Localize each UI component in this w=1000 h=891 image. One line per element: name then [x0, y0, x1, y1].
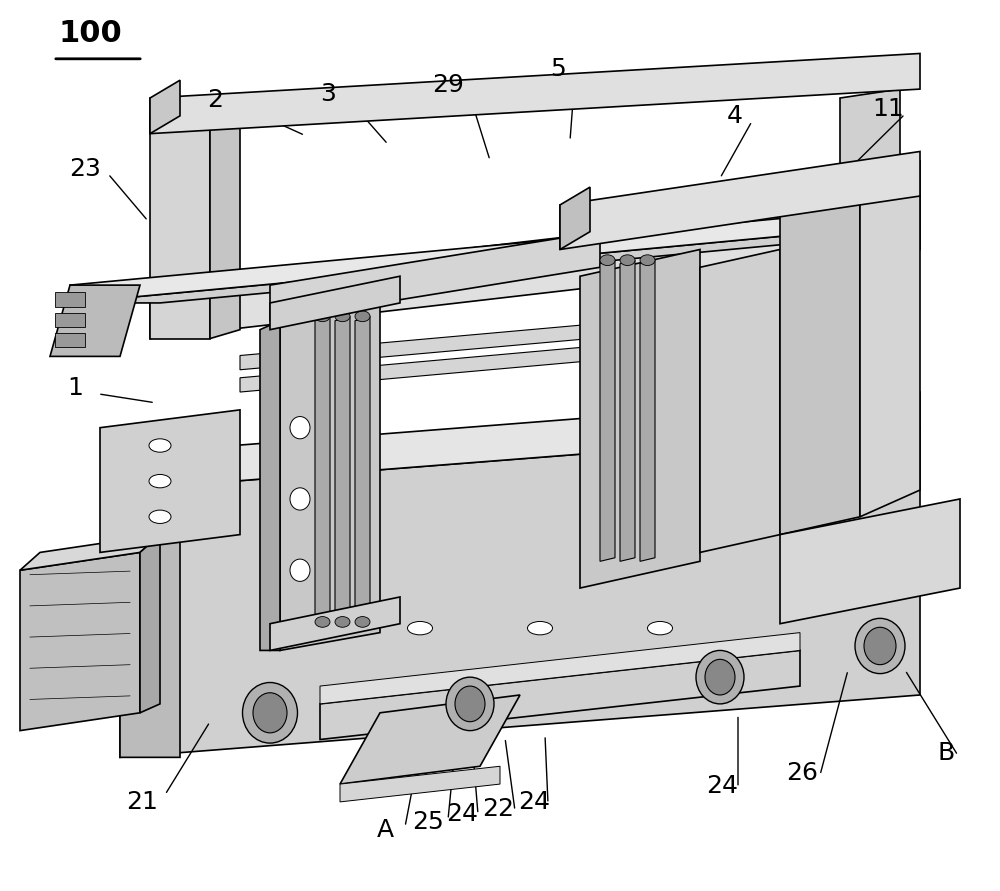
Polygon shape: [270, 276, 400, 330]
Polygon shape: [50, 285, 140, 356]
Polygon shape: [20, 535, 160, 570]
Polygon shape: [580, 249, 700, 588]
Polygon shape: [150, 196, 920, 339]
Polygon shape: [560, 187, 590, 249]
Polygon shape: [70, 214, 830, 303]
Text: 3: 3: [320, 82, 336, 105]
Polygon shape: [340, 695, 520, 784]
Polygon shape: [210, 107, 240, 339]
Polygon shape: [120, 454, 180, 757]
Ellipse shape: [290, 417, 310, 439]
Polygon shape: [840, 89, 900, 267]
Text: 5: 5: [550, 58, 566, 81]
Ellipse shape: [600, 255, 615, 266]
Text: A: A: [376, 819, 394, 842]
Ellipse shape: [290, 560, 310, 582]
Ellipse shape: [446, 677, 494, 731]
Ellipse shape: [528, 622, 552, 634]
Text: 25: 25: [412, 810, 444, 833]
Text: 26: 26: [786, 762, 818, 785]
Text: 1: 1: [67, 376, 83, 399]
Ellipse shape: [242, 683, 298, 743]
Polygon shape: [150, 53, 920, 134]
Text: 29: 29: [432, 73, 464, 96]
Ellipse shape: [705, 659, 735, 695]
Text: B: B: [937, 741, 955, 764]
Ellipse shape: [149, 474, 171, 488]
Ellipse shape: [408, 622, 432, 634]
Polygon shape: [320, 650, 800, 740]
Ellipse shape: [864, 627, 896, 665]
Ellipse shape: [335, 617, 350, 627]
Polygon shape: [120, 428, 920, 757]
Ellipse shape: [355, 311, 370, 322]
Ellipse shape: [253, 693, 287, 732]
Polygon shape: [780, 196, 860, 535]
Polygon shape: [150, 116, 210, 339]
Text: 24: 24: [706, 774, 738, 797]
Text: 4: 4: [727, 104, 743, 127]
Text: 2: 2: [207, 88, 223, 111]
Polygon shape: [640, 260, 655, 561]
Ellipse shape: [855, 618, 905, 674]
Text: 21: 21: [126, 790, 158, 813]
Text: 22: 22: [482, 797, 514, 821]
Polygon shape: [140, 535, 160, 713]
Ellipse shape: [648, 622, 672, 634]
Polygon shape: [700, 249, 780, 552]
Text: 11: 11: [872, 97, 904, 120]
Polygon shape: [600, 260, 615, 561]
Ellipse shape: [620, 255, 635, 266]
Polygon shape: [335, 316, 350, 624]
Ellipse shape: [355, 617, 370, 627]
Ellipse shape: [640, 255, 655, 266]
Polygon shape: [150, 80, 180, 134]
Polygon shape: [340, 766, 500, 802]
Text: 24: 24: [446, 803, 478, 826]
Polygon shape: [120, 392, 920, 490]
FancyBboxPatch shape: [55, 333, 85, 347]
Polygon shape: [280, 303, 380, 650]
Ellipse shape: [290, 488, 310, 510]
Ellipse shape: [335, 311, 350, 322]
Ellipse shape: [315, 311, 330, 322]
Ellipse shape: [696, 650, 744, 704]
Polygon shape: [20, 552, 140, 731]
FancyBboxPatch shape: [55, 313, 85, 327]
Polygon shape: [860, 160, 920, 517]
Ellipse shape: [455, 686, 485, 722]
Text: 24: 24: [518, 790, 550, 813]
Polygon shape: [620, 260, 635, 561]
Polygon shape: [240, 323, 860, 392]
Text: 100: 100: [58, 20, 122, 48]
FancyBboxPatch shape: [55, 292, 85, 307]
Polygon shape: [355, 316, 370, 624]
Ellipse shape: [149, 439, 171, 453]
Polygon shape: [270, 232, 600, 321]
Polygon shape: [560, 151, 920, 249]
Polygon shape: [315, 316, 330, 624]
Polygon shape: [240, 300, 860, 370]
Ellipse shape: [315, 617, 330, 627]
Polygon shape: [100, 410, 240, 552]
Text: 23: 23: [69, 158, 101, 181]
Polygon shape: [270, 597, 400, 650]
Polygon shape: [70, 232, 920, 303]
Ellipse shape: [149, 510, 171, 524]
Polygon shape: [780, 499, 960, 624]
Polygon shape: [320, 633, 800, 704]
Polygon shape: [260, 321, 280, 650]
